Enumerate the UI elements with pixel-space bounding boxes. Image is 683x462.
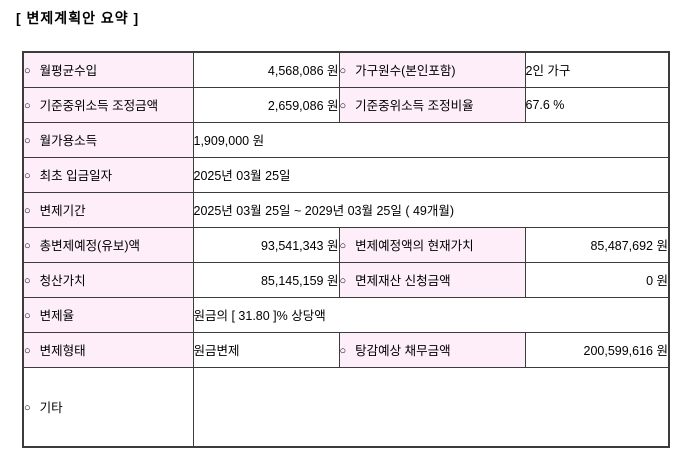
table-row: ○ 최초 입금일자 2025년 03월 25일	[22, 156, 670, 193]
value-cell: 67.6 %	[524, 86, 670, 123]
label-cell: ○ 총변제예정(유보)액	[22, 226, 194, 263]
label-cell: ○ 기준중위소득 조정비율	[338, 86, 526, 123]
row-label: 탕감예상 채무금액	[355, 344, 451, 358]
circle-bullet-icon: ○	[24, 345, 31, 357]
table-row: ○ 기준중위소득 조정금액 2,659,086 원 ○ 기준중위소득 조정비율 67…	[22, 86, 670, 123]
value-cell: 원금변제	[192, 331, 340, 368]
row-label: 청산가치	[39, 274, 86, 288]
label-cell: ○ 가구원수(본인포함)	[338, 51, 526, 88]
row-label: 가구원수(본인포함)	[355, 64, 456, 79]
label-cell: ○ 면제재산 신청금액	[338, 261, 526, 298]
label-cell: ○ 월평균수입	[22, 51, 194, 88]
label-cell: ○ 기타	[22, 366, 194, 448]
circle-bullet-icon: ○	[339, 345, 347, 357]
row-label: 변제예정액의 현재가치	[355, 239, 474, 253]
summary-table: ○ 월평균수입 4,568,086 원 ○ 가구원수(본인포함) 2인 가구 ○ 기준…	[22, 51, 670, 448]
value-cell: 2,659,086 원	[192, 86, 340, 123]
value-cell: 200,599,616 원	[524, 331, 670, 368]
label-cell: ○ 변제형태	[22, 331, 194, 368]
table-row: ○ 월평균수입 4,568,086 원 ○ 가구원수(본인포함) 2인 가구	[22, 51, 670, 88]
table-row: ○ 총변제예정(유보)액 93,541,343 원 ○ 변제예정액의 현재가치 85…	[22, 226, 670, 263]
row-label: 기준중위소득 조정금액	[39, 99, 159, 113]
value-cell: 4,568,086 원	[192, 51, 340, 88]
circle-bullet-icon: ○	[24, 240, 31, 252]
circle-bullet-icon: ○	[339, 275, 347, 287]
table-row: ○ 월가용소득 1,909,000 원	[22, 121, 670, 158]
label-cell: ○ 변제예정액의 현재가치	[338, 226, 526, 263]
circle-bullet-icon: ○	[339, 100, 347, 112]
value-cell	[192, 366, 670, 448]
table-row: ○ 변제형태 원금변제 ○ 탕감예상 채무금액 200,599,616 원	[22, 331, 670, 368]
circle-bullet-icon: ○	[24, 135, 31, 147]
value-cell: 1,909,000 원	[192, 121, 670, 158]
circle-bullet-icon: ○	[24, 275, 31, 287]
circle-bullet-icon: ○	[339, 240, 347, 252]
label-cell: ○ 기준중위소득 조정금액	[22, 86, 194, 123]
value-cell: 93,541,343 원	[192, 226, 340, 263]
value-cell: 2인 가구	[524, 51, 670, 88]
label-cell: ○ 청산가치	[22, 261, 194, 298]
table-row: ○ 기타	[22, 366, 670, 448]
row-label: 변제기간	[39, 204, 86, 218]
label-cell: ○ 최초 입금일자	[22, 156, 194, 193]
value-cell: 85,487,692 원	[524, 226, 670, 263]
value-cell: 0 원	[524, 261, 670, 298]
row-label: 기준중위소득 조정비율	[355, 99, 474, 113]
row-label: 월평균수입	[39, 64, 98, 79]
label-cell: ○ 변제율	[22, 296, 194, 333]
row-label: 면제재산 신청금액	[355, 274, 451, 288]
table-row: ○ 변제기간 2025년 03월 25일 ~ 2029년 03월 25일 ( 49…	[22, 191, 670, 228]
row-label: 총변제예정(유보)액	[39, 239, 140, 253]
page-title: [ 변제계획안 요약 ]	[16, 10, 140, 26]
circle-bullet-icon: ○	[24, 170, 31, 182]
row-label: 최초 입금일자	[39, 169, 113, 183]
label-cell: ○ 변제기간	[22, 191, 194, 228]
table-row: ○ 변제율 원금의 [ 31.80 ]% 상당액	[22, 296, 670, 333]
circle-bullet-icon: ○	[24, 65, 31, 78]
row-label: 기타	[39, 401, 63, 416]
value-cell: 원금의 [ 31.80 ]% 상당액	[192, 296, 670, 333]
circle-bullet-icon: ○	[339, 65, 347, 78]
value-cell: 2025년 03월 25일	[192, 156, 670, 193]
value-cell: 85,145,159 원	[192, 261, 340, 298]
value-cell: 2025년 03월 25일 ~ 2029년 03월 25일 ( 49개월)	[192, 191, 670, 228]
row-label: 변제율	[39, 309, 75, 323]
circle-bullet-icon: ○	[24, 310, 31, 322]
circle-bullet-icon: ○	[24, 100, 31, 112]
table-row: ○ 청산가치 85,145,159 원 ○ 면제재산 신청금액 0 원	[22, 261, 670, 298]
label-cell: ○ 월가용소득	[22, 121, 194, 158]
label-cell: ○ 탕감예상 채무금액	[338, 331, 526, 368]
circle-bullet-icon: ○	[24, 205, 31, 217]
circle-bullet-icon: ○	[24, 402, 31, 415]
row-label: 월가용소득	[39, 134, 98, 148]
row-label: 변제형태	[39, 344, 86, 358]
